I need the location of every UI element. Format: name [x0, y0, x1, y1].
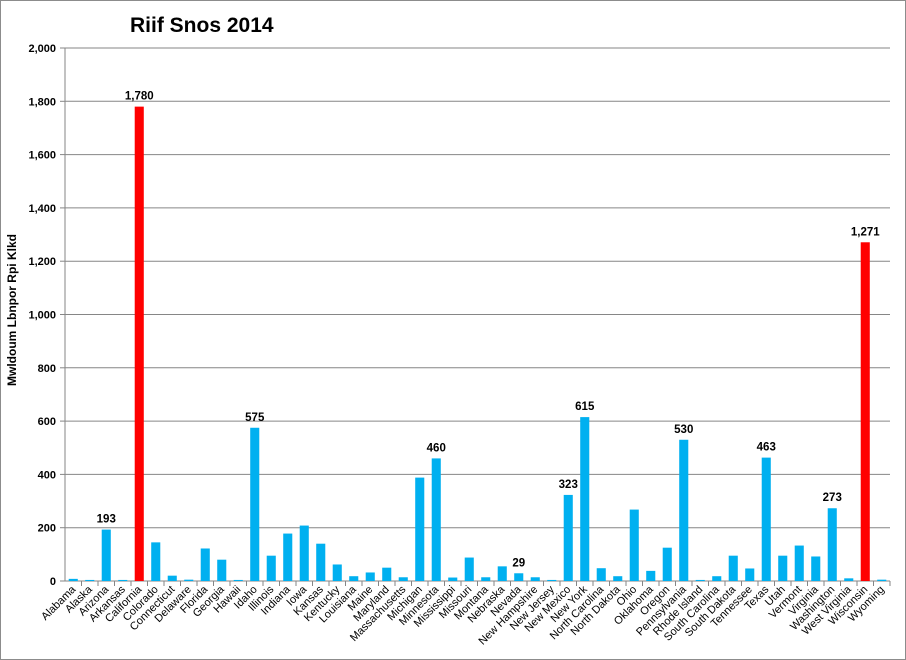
y-tick-label: 600: [38, 416, 56, 428]
bar: [811, 556, 821, 581]
bar: [134, 106, 144, 581]
bar: [233, 579, 243, 581]
bar: [217, 559, 227, 581]
data-label: 575: [245, 412, 265, 424]
bar: [778, 555, 788, 581]
bar: [712, 576, 722, 581]
bar: [151, 542, 161, 581]
y-tick-label: 1,200: [28, 256, 56, 268]
chart-title: Riif Snos 2014: [130, 14, 274, 37]
data-label: 193: [97, 514, 116, 526]
bar: [283, 533, 293, 581]
bar: [167, 575, 177, 581]
bar: [200, 548, 210, 581]
data-label: 273: [823, 492, 842, 504]
y-tick-label: 0: [50, 576, 56, 588]
data-label: 460: [427, 442, 446, 454]
bar: [761, 457, 771, 581]
bar: [266, 555, 276, 581]
bar: [745, 568, 755, 581]
bar: [481, 577, 491, 581]
y-tick-label: 800: [38, 363, 56, 375]
bar: [547, 579, 557, 581]
bar: [662, 547, 672, 581]
bar: [415, 477, 425, 581]
bar: [464, 557, 474, 581]
bar: [794, 545, 804, 581]
bar: [101, 529, 111, 581]
bar: [646, 570, 656, 581]
bar: [695, 579, 705, 581]
data-label: 29: [512, 557, 525, 569]
data-label: 463: [757, 442, 776, 454]
bar: [68, 578, 78, 581]
bar: [844, 578, 854, 581]
bar: [860, 242, 870, 581]
y-tick-label: 400: [38, 469, 56, 481]
data-label: 1,780: [125, 91, 154, 103]
bar: [398, 577, 408, 581]
data-label: 615: [575, 401, 595, 413]
bar: [382, 567, 392, 581]
data-label: 323: [559, 479, 578, 491]
y-tick-label: 1,000: [28, 310, 56, 322]
data-label: 530: [674, 424, 693, 436]
bar: [184, 579, 194, 581]
y-tick-label: 1,400: [28, 203, 56, 215]
bar: [530, 577, 540, 581]
y-tick-label: 2,000: [28, 43, 56, 55]
y-tick-label: 1,600: [28, 150, 56, 162]
data-label: 1,271: [851, 226, 880, 238]
bar: [613, 576, 623, 581]
bar: [629, 509, 639, 581]
bar: [514, 573, 524, 581]
bar: [118, 579, 128, 581]
bar: [332, 564, 342, 581]
bar: [827, 508, 837, 581]
y-tick-label: 200: [38, 523, 56, 535]
bar: [497, 566, 507, 581]
bar: [349, 576, 359, 581]
bar: [563, 494, 573, 581]
bar: [365, 572, 375, 581]
y-tick-label: 1,800: [28, 96, 56, 108]
bar: [448, 577, 458, 581]
bar: [316, 543, 326, 581]
bar: [250, 427, 260, 581]
bar: [299, 525, 309, 581]
bar: [728, 555, 738, 581]
bar: [431, 458, 441, 581]
bar: [85, 579, 95, 581]
bar: [596, 568, 606, 581]
bar: [679, 439, 689, 581]
bar: [580, 417, 590, 581]
bar: [877, 579, 887, 581]
